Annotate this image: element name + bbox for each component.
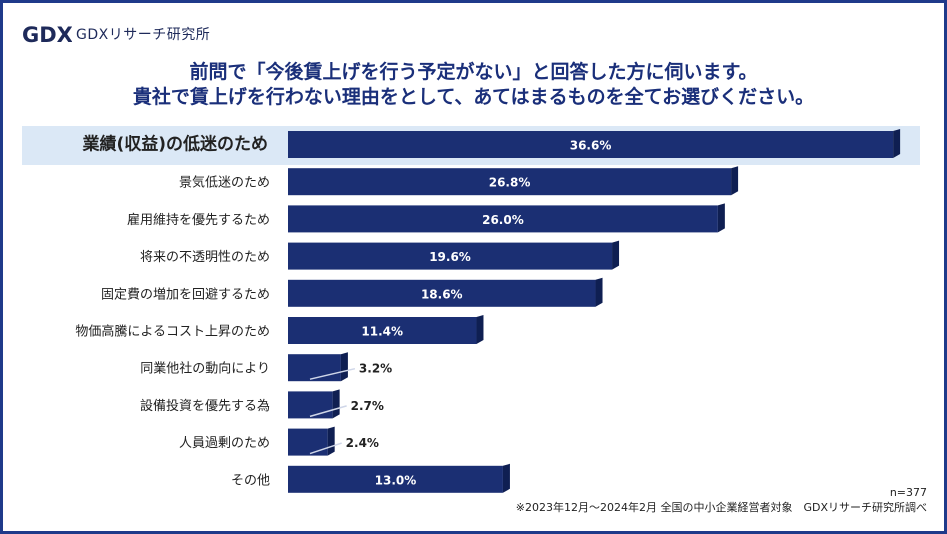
- bar: [288, 131, 894, 158]
- bar-side: [327, 426, 335, 456]
- bar-side: [476, 315, 484, 344]
- value-label: 13.0%: [375, 473, 417, 487]
- value-label: 18.6%: [421, 287, 463, 301]
- category-label: 物価高騰によるコスト上昇のため: [75, 324, 270, 340]
- brand-logo: GDX GDXリサーチ研究所: [22, 22, 210, 46]
- category-label: 人員過剰のため: [179, 436, 270, 451]
- svg-text:GDX: GDX: [22, 23, 72, 46]
- footnote: ※2023年12月～2024年2月 全国の中小企業経営者対象 GDXリサーチ研究…: [515, 501, 927, 514]
- value-label: 26.0%: [482, 213, 524, 227]
- bar: [288, 391, 333, 419]
- category-label: 景気低迷のため: [179, 175, 270, 191]
- value-label: 2.4%: [346, 436, 379, 450]
- bar: [288, 428, 328, 456]
- value-label: 11.4%: [361, 325, 403, 339]
- category-label: 固定費の増加を回避するため: [101, 287, 270, 302]
- gdx-logo-icon: GDX: [22, 23, 72, 46]
- value-label: 26.8%: [489, 176, 531, 190]
- bar-side: [595, 277, 603, 307]
- bar-side: [612, 240, 620, 270]
- sample-size-label: n=377: [889, 486, 927, 499]
- bar: [288, 168, 732, 196]
- chart-title-line2: 貴社で賃上げを行わない理由をとして、あてはまるものを全てお選びください。: [132, 86, 815, 108]
- value-label: 3.2%: [359, 362, 392, 376]
- chart-title-line1: 前問で「今後賃上げを行う予定がない」と回答した方に伺います。: [189, 61, 758, 83]
- bar: [288, 205, 718, 233]
- bar-side: [502, 463, 510, 493]
- category-label: 雇用維持を優先するため: [127, 212, 270, 228]
- bar: [288, 354, 341, 382]
- bar-side: [332, 389, 340, 419]
- bar-side: [731, 166, 739, 196]
- leader-line: [309, 442, 342, 455]
- category-label: 設備投資を優先する為: [140, 398, 270, 414]
- bar-side: [717, 203, 725, 233]
- bar: [288, 279, 596, 307]
- value-label: 36.6%: [570, 139, 612, 153]
- chart-title: 前問で「今後賃上げを行う予定がない」と回答した方に伺います。 貴社で賃上げを行わ…: [0, 60, 947, 110]
- bar-side: [340, 352, 348, 382]
- bar: [288, 317, 477, 344]
- value-label: 19.6%: [429, 250, 471, 264]
- leader-line: [309, 405, 347, 418]
- category-label: 同業他社の動向により: [140, 361, 270, 377]
- bar: [288, 465, 503, 493]
- category-label: 業績(収益)の低迷のため: [82, 134, 268, 155]
- leader-line: [309, 367, 356, 380]
- bar: [288, 242, 613, 270]
- brand-name: GDXリサーチ研究所: [76, 27, 211, 43]
- value-label: 2.7%: [351, 399, 384, 413]
- category-label: 将来の不透明性のため: [140, 250, 270, 265]
- bar-side: [893, 129, 901, 158]
- category-label: その他: [231, 473, 270, 488]
